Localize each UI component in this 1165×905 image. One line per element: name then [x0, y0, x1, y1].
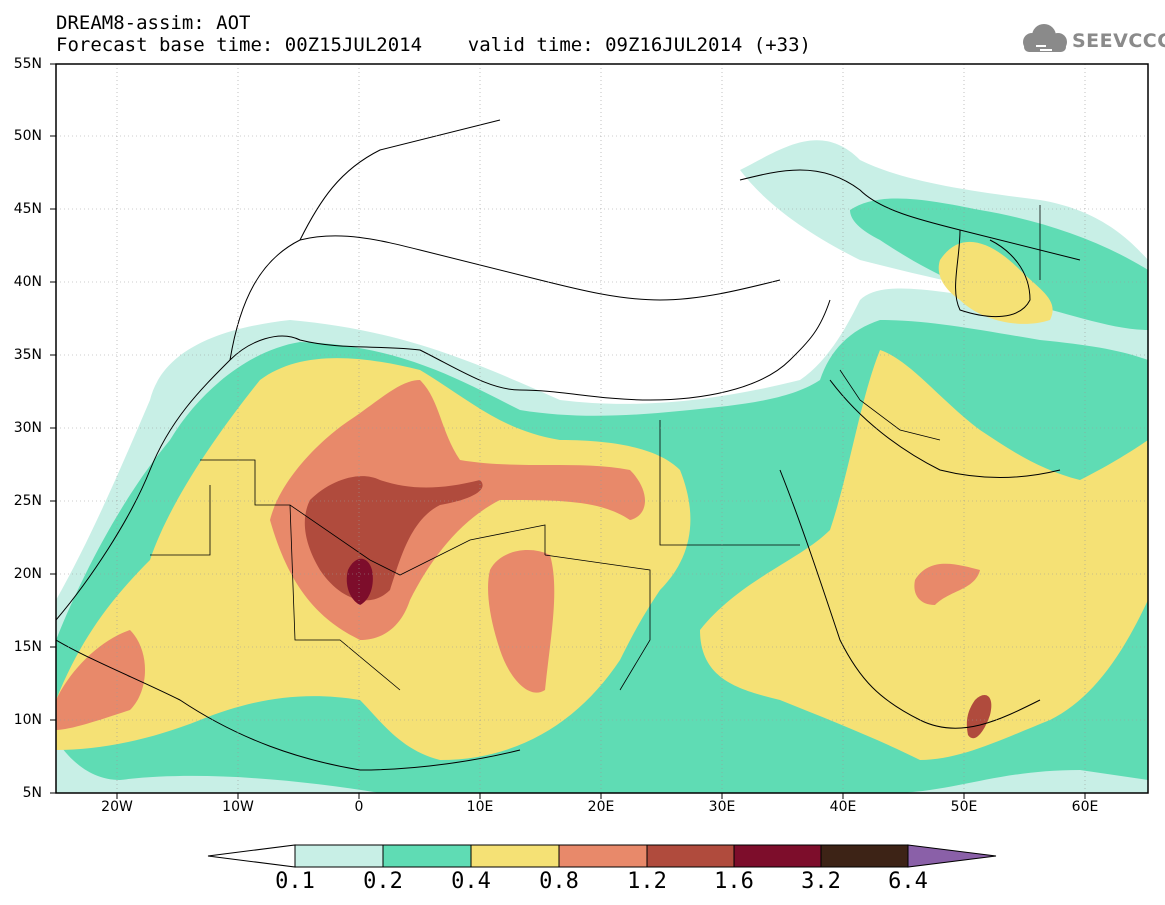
aot-level-0.8-chad [488, 550, 555, 693]
seevccc-logo [1023, 24, 1067, 52]
lon-label: 20W [101, 799, 133, 815]
colorbar-segment-0.4 [470, 844, 560, 868]
aot-level-0.4-caspian [938, 241, 1053, 324]
colorbar-high-arrow [907, 844, 997, 868]
lon-label: 0 [354, 799, 364, 815]
aot-level-0.4-arabia [700, 350, 1148, 760]
colorbar-segment-1.6 [733, 844, 822, 868]
colorbar-label: 0.4 [451, 869, 491, 894]
forecast-time-subtitle: Forecast base time: 00Z15JUL2014 valid t… [56, 34, 811, 56]
lon-label: 10E [466, 799, 494, 815]
aot-level-1.2-somalia [966, 695, 992, 739]
lat-label: 20N [13, 566, 42, 582]
lon-label: 10W [222, 799, 254, 815]
colorbar-segment-0.1 [294, 844, 384, 868]
map-title: DREAM8-assim: AOT [56, 12, 251, 34]
colorbar-segment-1.2 [646, 844, 735, 868]
aot-level-1.6 [346, 558, 373, 605]
lat-label: 30N [13, 420, 42, 436]
lat-label: 25N [13, 493, 42, 509]
lat-label: 10N [13, 712, 42, 728]
lat-label: 50N [13, 128, 42, 144]
colorbar-label: 1.2 [627, 869, 667, 894]
lon-label: 60E [1071, 799, 1099, 815]
lon-label: 30E [708, 799, 736, 815]
colorbar-segment-0.2 [382, 844, 472, 868]
aot-field [56, 64, 1148, 793]
colorbar-label: 1.6 [714, 869, 754, 894]
colorbar-segment-0.8 [558, 844, 648, 868]
aot-level-0.8-west [56, 630, 145, 730]
lon-label: 50E [950, 799, 978, 815]
lat-label: 15N [13, 639, 42, 655]
borders [150, 205, 1041, 691]
colorbar-label: 0.2 [363, 869, 403, 894]
colorbar-label: 6.4 [888, 869, 928, 894]
colorbar-low-arrow [207, 844, 296, 868]
coastlines [56, 119, 1081, 771]
colorbar-label: 0.1 [275, 869, 315, 894]
colorbar-segment-3.2 [820, 844, 909, 868]
lon-label: 40E [829, 799, 857, 815]
lat-label: 40N [13, 274, 42, 290]
colorbar-label: 0.8 [539, 869, 579, 894]
aot-level-0.8-arabia [914, 563, 980, 605]
tick-marks [50, 63, 1086, 799]
lat-label: 5N [22, 785, 42, 801]
lat-label: 45N [13, 201, 42, 217]
colorbar [207, 844, 997, 868]
lat-label: 35N [13, 347, 42, 363]
logo-text: SEEVCCC [1072, 30, 1165, 52]
colorbar-label: 3.2 [801, 869, 841, 894]
lon-label: 20E [587, 799, 615, 815]
graticule [56, 64, 1148, 793]
lat-label: 55N [13, 56, 42, 72]
